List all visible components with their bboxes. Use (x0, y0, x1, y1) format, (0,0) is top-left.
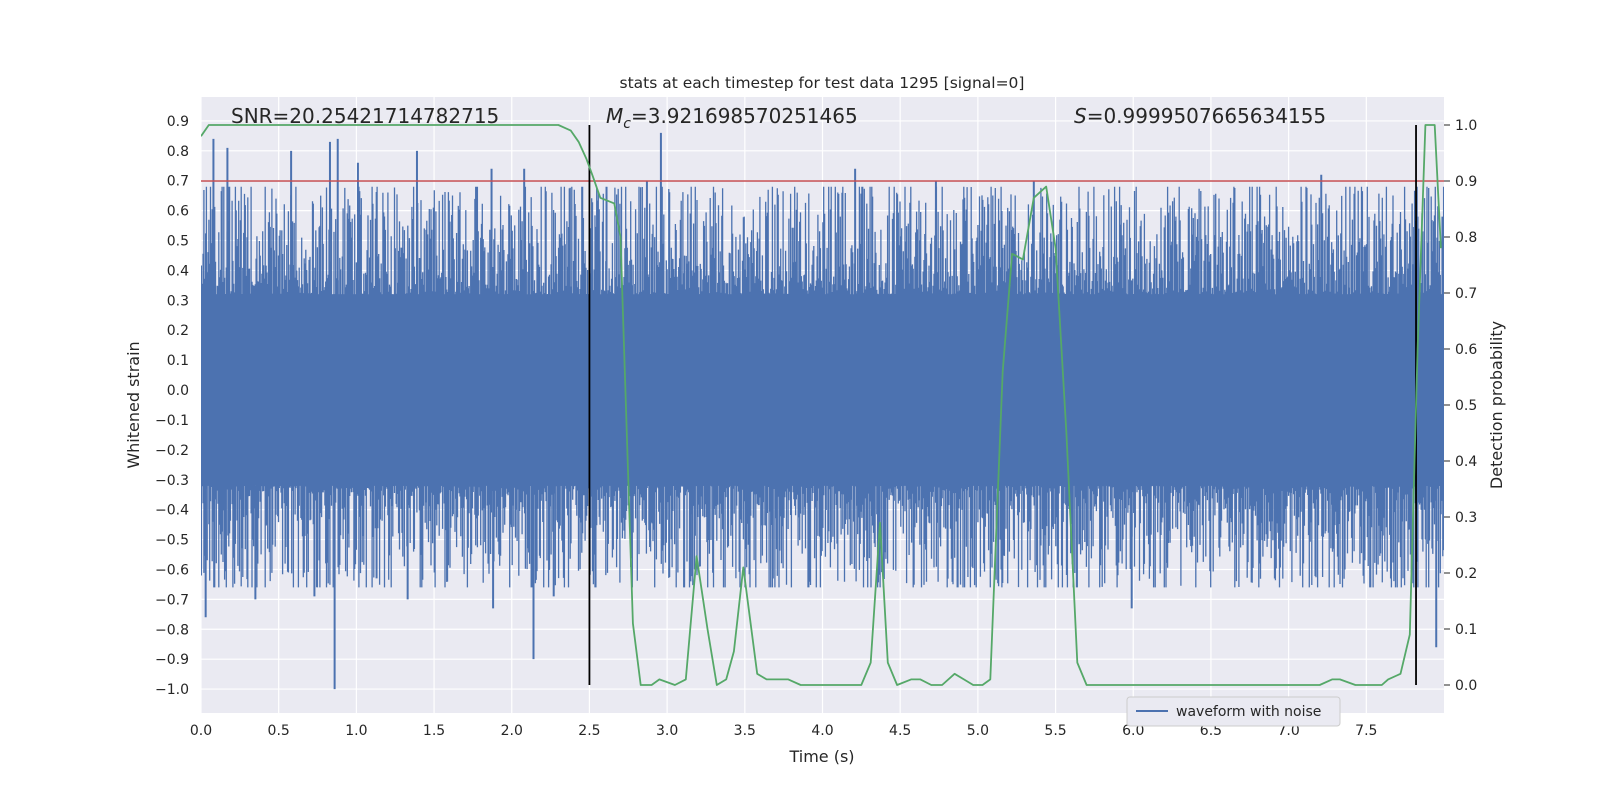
y-left-tick-label: 0.0 (167, 383, 189, 399)
x-tick-label: 3.5 (734, 723, 756, 739)
x-tick-label: 4.5 (889, 723, 911, 739)
chirp-mass-value: =3.921698570251465 (631, 104, 858, 128)
significance-value: =0.9999507665634155 (1087, 104, 1326, 128)
detection-probability-line (201, 124, 1442, 686)
y-left-tick-label: −0.3 (155, 473, 189, 489)
x-tick-label: 7.0 (1277, 723, 1299, 739)
waveform-series (201, 132, 1444, 690)
x-tick-label: 2.0 (501, 723, 523, 739)
y-left-tick-label: 0.2 (167, 323, 189, 339)
y-right-tick-label: 0.4 (1455, 454, 1477, 470)
y-right-tick-label: 0.0 (1455, 678, 1477, 694)
x-tick-label: 1.5 (423, 723, 445, 739)
x-tick-label: 5.0 (967, 723, 989, 739)
overlays (201, 124, 1444, 686)
y-left-tick-label: 0.3 (167, 293, 189, 309)
y-left-tick-label: −0.8 (155, 622, 189, 638)
legend: waveform with noise (1126, 696, 1341, 727)
y-left-tick-label: −0.6 (155, 562, 189, 578)
x-tick-label: 4.0 (811, 723, 833, 739)
y-left-tick-label: −1.0 (155, 682, 189, 698)
y-left-tick-label: 0.8 (167, 144, 189, 160)
y-axis-left-label: Whitened strain (124, 341, 143, 468)
y-left-tick-label: 0.6 (167, 204, 189, 220)
chart-title: stats at each timestep for test data 129… (620, 74, 1025, 92)
waveform-trace (201, 186, 1444, 588)
y-right-tick-label: 0.7 (1455, 286, 1477, 302)
x-tick-label: 0.5 (268, 723, 290, 739)
y-left-tick-label: −0.1 (155, 413, 189, 429)
x-axis-label: Time (s) (788, 747, 854, 766)
y-left-tick-label: 0.9 (167, 114, 189, 130)
y-axis-right-label: Detection probability (1487, 321, 1506, 489)
y-left-tick-label: 0.1 (167, 353, 189, 369)
y-right-tick-label: 0.2 (1455, 566, 1477, 582)
y-right-tick-label: 0.9 (1455, 174, 1477, 190)
plot-content (201, 124, 1444, 690)
y-right-tick-label: 0.3 (1455, 510, 1477, 526)
y-left-tick-label: −0.9 (155, 652, 189, 668)
y-left-tick-label: 0.5 (167, 234, 189, 250)
chirp-mass-subscript: c (623, 116, 631, 132)
y-left-tick-label: 0.4 (167, 263, 189, 279)
y-right-tick-label: 0.5 (1455, 398, 1477, 414)
y-left-tick-label: −0.4 (155, 503, 189, 519)
y-right-tick-label: 0.1 (1455, 622, 1477, 638)
x-tick-label: 7.5 (1355, 723, 1377, 739)
x-tick-label: 5.5 (1044, 723, 1066, 739)
y-right-tick-label: 1.0 (1455, 118, 1477, 134)
significance-annotation: S=0.9999507665634155 (1074, 104, 1326, 128)
x-tick-label: 0.0 (190, 723, 212, 739)
y-left-tick-label: −0.5 (155, 533, 189, 549)
y-right-tick-label: 0.8 (1455, 230, 1477, 246)
x-tick-label: 1.0 (345, 723, 367, 739)
y-left-tick-label: 0.7 (167, 174, 189, 190)
snr-annotation: SNR=20.25421714782715 (231, 104, 499, 128)
y-left-tick-label: −0.7 (155, 592, 189, 608)
x-tick-label: 3.0 (656, 723, 678, 739)
left-axis-ticks: 0.9 0.8 0.7 0.6 0.5 0.4 0.3 0.2 0.1 0.0 −0.1 −0.2 −0… (155, 114, 189, 698)
x-tick-label: 6.5 (1200, 723, 1222, 739)
chirp-mass-symbol: M (606, 104, 623, 128)
x-tick-label: 6.0 (1122, 723, 1144, 739)
y-left-tick-label: −0.2 (155, 443, 189, 459)
x-tick-label: 2.5 (578, 723, 600, 739)
chirp-mass-annotation: Mc=3.921698570251465 (606, 104, 858, 132)
right-axis-ticks: 1.0 0.9 0.8 0.7 0.6 0.5 0.4 0.3 0.2 0.1 0.0 (1444, 118, 1477, 694)
y-right-tick-label: 0.6 (1455, 342, 1477, 358)
x-axis-ticks: 0.0 0.5 1.0 1.5 2.0 2.5 3.0 3.5 4.0 4.5 5.0 5.5 6.0 6… (190, 723, 1378, 739)
legend-waveform-label: waveform with noise (1176, 704, 1321, 720)
significance-symbol: S (1074, 104, 1087, 128)
legend-box (1126, 696, 1341, 727)
